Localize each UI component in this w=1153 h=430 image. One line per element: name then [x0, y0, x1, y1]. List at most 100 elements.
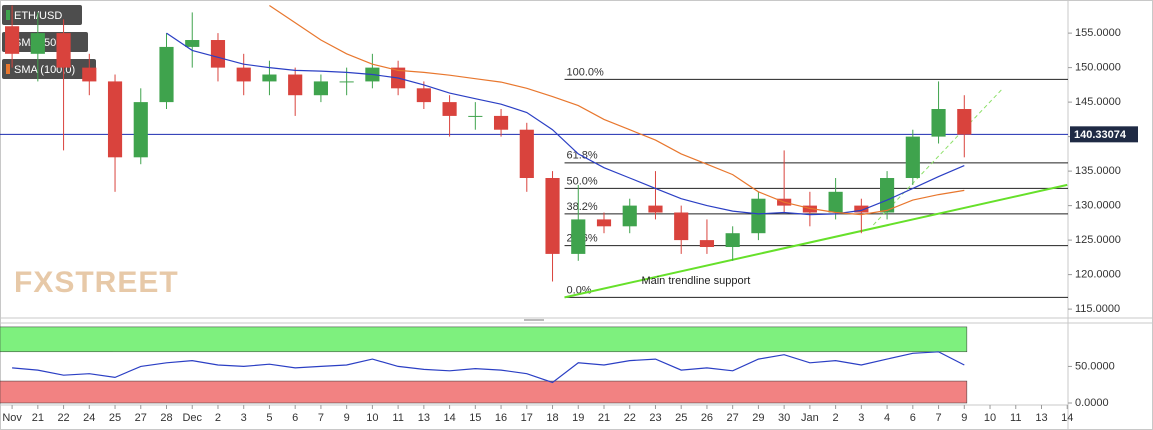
watermark: FXSTREET: [14, 266, 179, 299]
x-tick-label: 6: [910, 412, 916, 424]
x-tick-label: 2: [215, 412, 221, 424]
candle-body: [674, 212, 689, 241]
legend-box: [2, 5, 82, 25]
trendline: [564, 183, 1068, 299]
x-tick-label: 21: [32, 412, 44, 424]
sma-line: [166, 32, 965, 216]
y-tick-label: 145.0000: [1075, 96, 1121, 108]
x-tick-label: 11: [1010, 412, 1021, 424]
x-tick-label: 11: [392, 412, 403, 424]
rsi-band: [0, 380, 968, 404]
y-tick-label: 130.0000: [1075, 200, 1121, 212]
candle-body: [107, 81, 123, 158]
x-tick-label: 28: [160, 412, 172, 424]
x-tick-label: 3: [858, 412, 864, 424]
x-tick-label: Nov: [2, 412, 22, 424]
x-tick-label: 30: [778, 412, 790, 424]
candle-body: [313, 81, 328, 96]
candle-body: [133, 102, 148, 158]
fib-label: 38.2%: [567, 201, 598, 213]
legend-box: [2, 59, 96, 79]
candle-body: [571, 219, 586, 254]
candle-body: [185, 40, 200, 47]
x-tick-label: 13: [1035, 412, 1047, 424]
candle-body: [751, 198, 766, 234]
last-price-label: 140.33074: [1074, 129, 1127, 141]
candle-body: [159, 46, 174, 103]
trendline-label: Main trendline support: [641, 275, 750, 287]
candle-body: [30, 33, 45, 54]
candle-body: [622, 205, 637, 227]
trendline: [872, 87, 1004, 226]
candle-body: [725, 233, 740, 248]
candle-body: [699, 240, 715, 248]
candle-body: [493, 115, 509, 130]
x-tick-label: 5: [266, 412, 272, 424]
candle-body: [880, 178, 895, 213]
candle-body: [5, 26, 20, 54]
x-tick-label: 26: [701, 412, 713, 424]
x-tick-label: 23: [649, 412, 661, 424]
x-tick-label: Jan: [801, 412, 819, 424]
x-tick-label: 14: [1061, 412, 1073, 424]
x-tick-label: 25: [109, 412, 121, 424]
candle-body: [802, 205, 817, 213]
y-tick-label: 115.0000: [1075, 303, 1120, 315]
y-tick-label: 50.0000: [1075, 360, 1115, 372]
candle-body: [596, 219, 612, 227]
candle-body: [545, 178, 560, 254]
fib-label: 100.0%: [567, 66, 605, 78]
x-tick-label: 25: [675, 412, 687, 424]
x-tick-label: 14: [443, 412, 455, 424]
candle-body: [236, 67, 251, 82]
x-tick-label: 29: [752, 412, 764, 424]
x-tick-label: 9: [961, 412, 967, 424]
x-tick-label: Dec: [182, 412, 202, 424]
candle-body: [931, 109, 946, 137]
legend-swatch: [6, 64, 10, 74]
candle-body: [210, 40, 226, 68]
x-tick-label: 27: [727, 412, 739, 424]
rsi-line: [12, 351, 965, 384]
x-tick-label: 22: [624, 412, 636, 424]
candle-body: [288, 74, 303, 96]
x-tick-label: 16: [495, 412, 507, 424]
sma-line: [269, 5, 965, 216]
x-tick-label: 15: [469, 412, 481, 424]
candle-body: [648, 205, 663, 213]
x-tick-label: 27: [135, 412, 147, 424]
candle-body: [519, 129, 534, 179]
candle-body: [905, 136, 920, 179]
candle-body: [442, 102, 457, 116]
legend-swatch: [6, 10, 10, 20]
candle-body: [56, 33, 71, 68]
candle-body: [957, 109, 972, 135]
x-tick-label: 9: [344, 412, 350, 424]
x-tick-label: 10: [366, 412, 378, 424]
last-price-tag: [1070, 126, 1138, 143]
y-tick-label: 135.0000: [1075, 165, 1121, 177]
y-tick-label: 0.0000: [1075, 397, 1109, 409]
candle-body: [82, 67, 97, 82]
y-tick-label: 125.0000: [1075, 234, 1121, 246]
x-tick-label: 17: [521, 412, 533, 424]
candle-body: [828, 191, 843, 213]
rsi-band: [0, 326, 968, 353]
x-tick-label: 7: [318, 412, 324, 424]
y-tick-label: 155.0000: [1075, 27, 1121, 39]
x-tick-label: 7: [935, 412, 941, 424]
x-tick-label: 6: [292, 412, 298, 424]
x-tick-label: 22: [57, 412, 69, 424]
x-tick-label: 24: [83, 412, 95, 424]
candle-body: [468, 115, 483, 117]
x-tick-label: 18: [546, 412, 558, 424]
x-tick-label: 21: [598, 412, 610, 424]
candle-body: [416, 88, 431, 103]
y-tick-label: 120.0000: [1075, 269, 1121, 281]
x-tick-label: 10: [984, 412, 996, 424]
x-tick-label: 3: [241, 412, 247, 424]
fib-label: 50.0%: [567, 175, 598, 187]
candle-body: [854, 205, 869, 213]
